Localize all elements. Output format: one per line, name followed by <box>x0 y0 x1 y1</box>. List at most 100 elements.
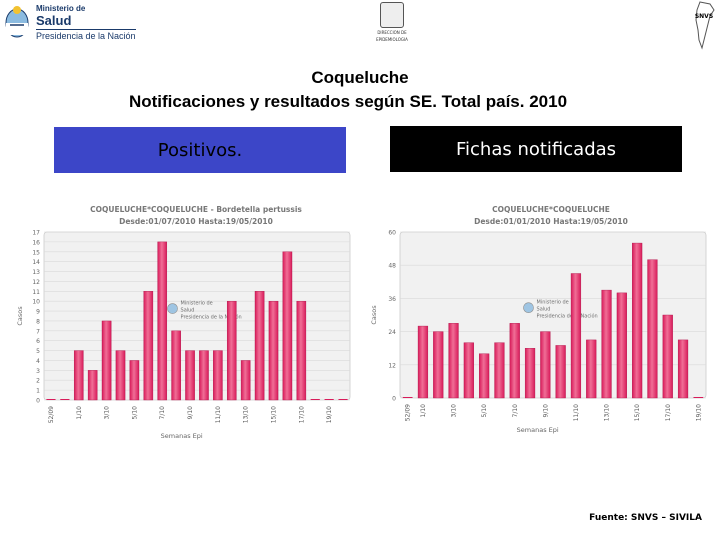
center-logo-line2: EPIDEMIOLOGIA <box>376 37 408 42</box>
watermark-shield-icon <box>167 303 178 314</box>
argentina-map-icon: SNVS <box>695 1 715 50</box>
bar <box>647 259 658 399</box>
x-tick-label: 5/10 <box>481 404 488 418</box>
bar <box>60 399 70 400</box>
y-tick-label: 16 <box>32 239 40 246</box>
fichas-header: Fichas notificadas <box>390 126 682 172</box>
y-tick-label: 60 <box>388 230 396 237</box>
x-tick-label: 11/10 <box>215 406 222 423</box>
y-tick-label: 9 <box>36 309 40 316</box>
x-axis-label: Semanas Epi <box>161 432 203 440</box>
positivos-label: Positivos. <box>157 139 243 161</box>
bar <box>268 300 279 401</box>
chart-title: COQUELUCHE*COQUELUCHE - Bordetella pertu… <box>90 205 302 214</box>
x-tick-label: 15/10 <box>271 406 278 423</box>
bar <box>616 292 627 399</box>
fichas-chart: COQUELUCHE*COQUELUCHE Desde:01/01/2010 Ha… <box>370 205 707 434</box>
bar <box>586 339 597 399</box>
x-tick-label: 52/09 <box>405 404 412 421</box>
bar <box>310 399 320 400</box>
bar <box>570 273 582 399</box>
argentina-shield-icon <box>5 6 29 38</box>
positivos-chart: COQUELUCHE*COQUELUCHE - Bordetella pertu… <box>16 205 351 440</box>
bar <box>555 345 566 399</box>
y-tick-label: 11 <box>32 289 40 296</box>
watermark-text: Ministerio de <box>537 300 569 306</box>
bar <box>433 331 444 399</box>
positivos-header: Positivos. <box>54 127 346 173</box>
bar <box>402 397 413 398</box>
epidemiologia-logo: DIRECCION DE EPIDEMIOLOGIA <box>372 2 412 42</box>
fichas-label: Fichas notificadas <box>455 138 617 160</box>
x-tick-label: 3/10 <box>451 404 458 418</box>
x-tick-label: 9/10 <box>187 406 194 420</box>
source-note: Fuente: SNVS – SIVILA <box>589 513 702 523</box>
watermark-text: Presidencia de la Nación <box>181 314 242 321</box>
x-tick-label: 19/10 <box>326 406 333 423</box>
y-axis-label: Casos <box>370 305 378 325</box>
bar <box>129 360 140 401</box>
y-tick-label: 4 <box>36 358 40 365</box>
ministerio-salud-logo: Ministerio de Salud Presidencia de la Na… <box>4 2 144 44</box>
x-tick-label: 17/10 <box>298 406 305 423</box>
x-tick-label: 15/10 <box>634 404 641 421</box>
bar <box>143 291 154 401</box>
y-tick-label: 0 <box>392 396 396 403</box>
chart-subtitle: Desde:01/01/2010 Hasta:19/05/2010 <box>474 217 628 226</box>
bar <box>213 350 223 401</box>
watermark-text: Salud <box>537 307 551 313</box>
bar <box>157 241 168 401</box>
bar <box>494 342 505 399</box>
bar <box>240 360 251 401</box>
y-tick-label: 24 <box>388 329 396 336</box>
y-tick-label: 7 <box>36 328 40 335</box>
y-axis-label: Casos <box>16 306 24 326</box>
x-tick-label: 19/10 <box>695 404 702 421</box>
y-tick-label: 2 <box>36 378 40 385</box>
center-logo-line1: DIRECCION DE <box>377 30 407 35</box>
bar <box>509 323 520 399</box>
logo-line1: Ministerio de <box>36 4 86 13</box>
bar <box>254 291 265 401</box>
x-tick-label: 7/10 <box>512 404 519 418</box>
y-tick-label: 8 <box>36 318 40 325</box>
x-tick-label: 1/10 <box>420 404 427 418</box>
y-tick-label: 14 <box>32 259 40 266</box>
y-tick-label: 12 <box>32 279 40 286</box>
y-tick-label: 36 <box>388 296 396 303</box>
bar <box>448 323 459 399</box>
x-tick-label: 13/10 <box>604 404 611 421</box>
bar <box>199 350 209 401</box>
y-tick-label: 12 <box>388 362 396 369</box>
y-tick-label: 13 <box>32 269 40 276</box>
bar <box>601 289 612 399</box>
y-tick-label: 0 <box>36 398 40 405</box>
bar <box>73 350 84 401</box>
chart-subtitle: Desde:01/07/2010 Hasta:19/05/2010 <box>119 217 273 226</box>
x-tick-label: 17/10 <box>665 404 672 421</box>
x-axis-label: Semanas Epi <box>517 426 559 434</box>
x-tick-label: 1/10 <box>76 406 83 420</box>
y-tick-label: 1 <box>36 388 40 395</box>
y-tick-label: 10 <box>32 299 40 306</box>
bar <box>296 300 307 401</box>
y-tick-label: 17 <box>32 230 40 237</box>
x-tick-label: 5/10 <box>131 406 138 420</box>
bar <box>662 314 673 399</box>
bar <box>185 350 195 401</box>
page-title: Coqueluche <box>311 68 409 87</box>
bar <box>226 300 237 401</box>
bar <box>324 399 334 400</box>
bar <box>87 370 98 401</box>
bar <box>46 399 56 400</box>
snvs-text: SNVS <box>695 13 713 20</box>
bar <box>524 347 536 399</box>
x-tick-label: 11/10 <box>573 404 580 421</box>
watermark-text: Salud <box>181 308 195 314</box>
bar <box>338 399 348 400</box>
bar <box>677 339 689 399</box>
logo-line2: Salud <box>36 13 72 28</box>
x-tick-label: 13/10 <box>243 406 250 423</box>
bar <box>540 331 551 399</box>
snvs-logo: SNVS <box>690 0 718 50</box>
